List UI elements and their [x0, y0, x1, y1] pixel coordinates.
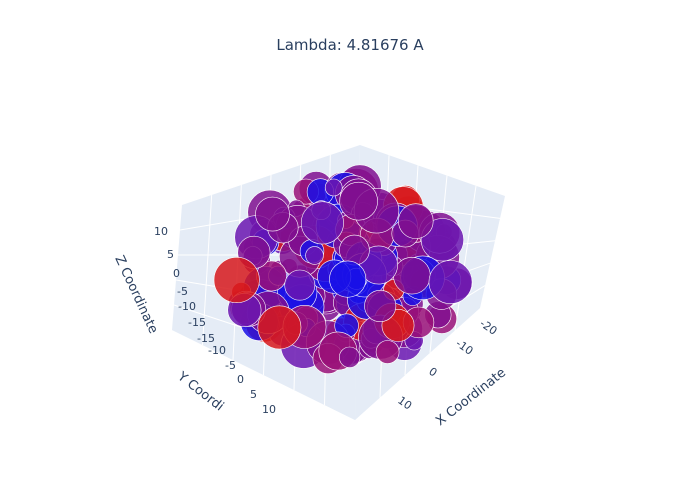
y-tick-label: 5: [250, 388, 257, 401]
scatter-point: [284, 269, 316, 301]
scatter-point: [257, 305, 302, 350]
z-tick-label: 0: [173, 267, 180, 280]
z-tick-label: -5: [177, 285, 188, 298]
z-axis-title: Z Coordinate: [111, 253, 160, 336]
z-tick-label: 5: [167, 248, 174, 261]
y-tick-label: -15: [197, 332, 215, 345]
y-tick-label: 10: [262, 403, 276, 416]
z-tick-label: -15: [188, 316, 206, 329]
scatter-point: [364, 289, 397, 322]
chart-title: Lambda: 4.81676 A: [276, 36, 424, 54]
scatter-point: [300, 201, 344, 245]
scatter-point: [339, 346, 361, 368]
scatter-point: [375, 340, 400, 364]
scatter-point: [339, 181, 378, 221]
scatter-markers: [213, 164, 473, 374]
scatter-point: [393, 257, 431, 295]
scatter-point: [339, 234, 370, 266]
y-tick-label: 0: [237, 373, 244, 386]
scatter-point: [398, 203, 434, 239]
z-tick-label: -10: [178, 300, 196, 313]
y-tick-label: -5: [225, 359, 236, 372]
scatter-point: [329, 260, 367, 298]
scatter-point: [428, 260, 473, 305]
scatter-point: [213, 256, 260, 303]
scatter-point: [420, 218, 465, 262]
grid-line: [454, 185, 477, 331]
y-axis-title: Y Coordi: [174, 369, 227, 415]
x-tick-label: 0: [426, 365, 439, 380]
x-tick-label: 10: [395, 394, 414, 413]
scatter-point: [255, 196, 290, 232]
x-axis-title: X Coordinate: [433, 365, 509, 429]
y-tick-label: -10: [208, 344, 226, 357]
z-tick-label: 10: [154, 225, 168, 238]
scatter-point: [324, 178, 343, 197]
x-tick-label: -10: [453, 337, 475, 358]
scatter-point: [305, 246, 324, 265]
x-tick-label: -20: [477, 317, 499, 338]
grid-line: [202, 194, 213, 346]
